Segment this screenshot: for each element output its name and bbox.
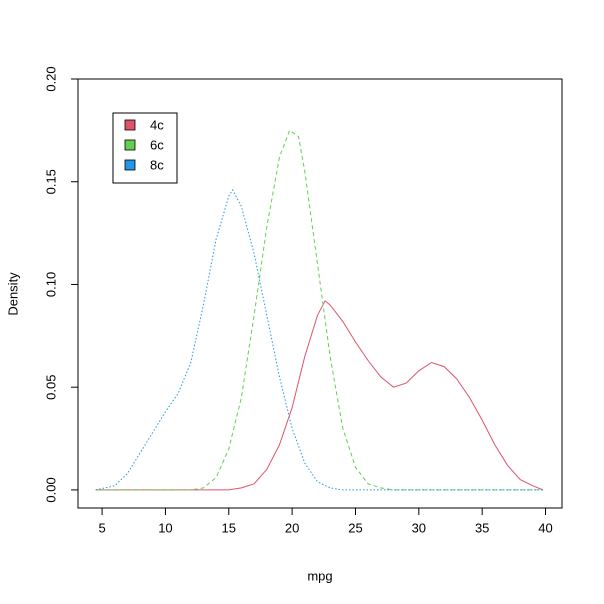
x-tick-label: 15 xyxy=(222,520,236,535)
legend-label: 8c xyxy=(150,157,164,172)
x-tick-label: 5 xyxy=(98,520,105,535)
legend-label: 4c xyxy=(150,117,164,132)
y-tick-label: 0.20 xyxy=(43,66,58,91)
x-tick-label: 25 xyxy=(348,520,362,535)
x-tick-label: 40 xyxy=(538,520,552,535)
y-tick-label: 0.00 xyxy=(43,477,58,502)
x-axis-label: mpg xyxy=(307,568,332,583)
density-line xyxy=(95,188,543,491)
x-tick-label: 10 xyxy=(158,520,172,535)
y-tick-label: 0.05 xyxy=(43,375,58,400)
x-tick-label: 30 xyxy=(412,520,426,535)
legend-swatch xyxy=(124,159,136,171)
density-line xyxy=(95,300,544,491)
y-tick-label: 0.15 xyxy=(43,169,58,194)
y-tick-label: 0.10 xyxy=(43,272,58,297)
x-tick-label: 20 xyxy=(285,520,299,535)
y-axis-label: Density xyxy=(5,272,20,316)
legend-swatch xyxy=(124,119,136,131)
legend-box xyxy=(112,112,178,184)
legend-label: 6c xyxy=(150,137,164,152)
density-line xyxy=(95,129,543,491)
x-tick-label: 35 xyxy=(475,520,489,535)
legend-swatch xyxy=(124,139,136,151)
